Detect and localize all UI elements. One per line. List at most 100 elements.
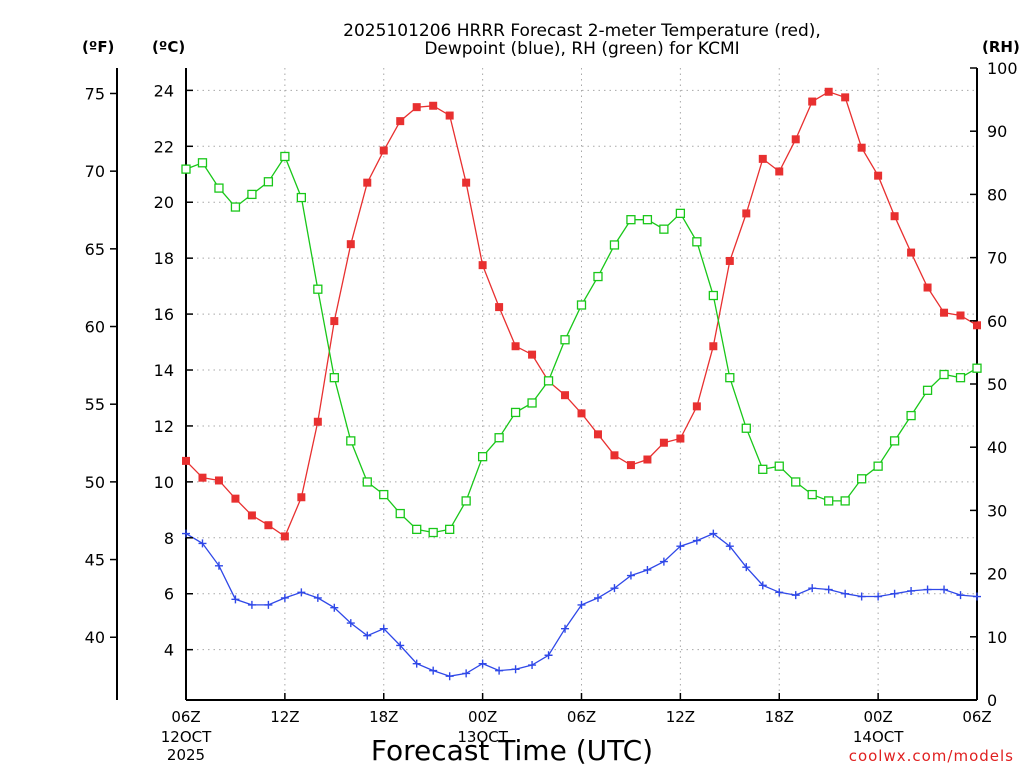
point-relative-humidity-10 — [346, 436, 356, 446]
x-tick-label-42h: 00Z — [863, 708, 892, 726]
point-2-meter-temperature-4 — [247, 511, 256, 520]
celsius-tick-label-24: 24 — [154, 81, 174, 100]
point-2-meter-temperature-17 — [462, 178, 471, 187]
x-tick-label-36h: 18Z — [765, 708, 794, 726]
point-relative-humidity-12 — [379, 489, 389, 500]
x-year-label-0h: 2025 — [167, 746, 205, 764]
point-dewpoint-21 — [528, 661, 537, 670]
point-2-meter-temperature-35 — [758, 154, 767, 163]
x-tick-label-12h: 18Z — [369, 708, 398, 726]
point-dewpoint-31 — [692, 536, 701, 545]
point-dewpoint-26 — [610, 584, 619, 593]
point-relative-humidity-48 — [972, 363, 982, 373]
point-2-meter-temperature-39 — [824, 87, 833, 96]
fahrenheit-tick-label-70: 70 — [85, 162, 105, 181]
point-dewpoint-48 — [973, 592, 981, 601]
point-dewpoint-14 — [412, 659, 421, 668]
rh-tick-label-50: 50 — [987, 375, 1007, 394]
point-relative-humidity-2 — [214, 183, 224, 193]
point-relative-humidity-19 — [494, 433, 504, 443]
rh-tick-label-20: 20 — [987, 565, 1007, 584]
point-dewpoint-8 — [313, 593, 322, 602]
point-relative-humidity-20 — [510, 407, 521, 418]
point-2-meter-temperature-38 — [808, 97, 817, 106]
point-2-meter-temperature-26 — [610, 451, 619, 460]
point-dewpoint-10 — [346, 619, 355, 628]
point-dewpoint-23 — [561, 624, 570, 633]
celsius-tick-label-16: 16 — [154, 305, 174, 324]
celsius-tick-label-18: 18 — [154, 249, 174, 268]
point-dewpoint-1 — [198, 539, 207, 548]
point-2-meter-temperature-13 — [396, 117, 405, 126]
point-relative-humidity-39 — [824, 496, 834, 506]
point-2-meter-temperature-6 — [280, 532, 289, 541]
point-dewpoint-25 — [593, 593, 602, 602]
point-relative-humidity-36 — [774, 461, 784, 471]
point-relative-humidity-47 — [955, 373, 966, 383]
point-2-meter-temperature-23 — [561, 391, 570, 400]
point-2-meter-temperature-25 — [593, 430, 602, 439]
celsius-tick-label-6: 6 — [164, 585, 174, 604]
chart-title-line-2: Dewpoint (blue), RH (green) for KCMI — [424, 39, 739, 59]
point-2-meter-temperature-41 — [857, 143, 866, 152]
tick-layer: 4 6 8 10 12 14 16 18 20 22 24 40 45 50 55 60 65 70 75 0 10 20… — [85, 59, 1018, 764]
point-dewpoint-6 — [280, 593, 289, 602]
point-dewpoint-30 — [676, 542, 685, 551]
x-date-label-0h: 12OCT — [161, 728, 212, 746]
celsius-tick-label-4: 4 — [164, 641, 174, 660]
point-relative-humidity-0 — [181, 164, 191, 174]
point-relative-humidity-7 — [296, 192, 307, 203]
point-relative-humidity-31 — [692, 237, 702, 247]
point-relative-humidity-42 — [873, 461, 883, 471]
point-dewpoint-24 — [577, 600, 586, 609]
point-relative-humidity-35 — [758, 464, 768, 474]
point-relative-humidity-41 — [856, 474, 867, 484]
fahrenheit-tick-label-45: 45 — [85, 551, 105, 570]
point-relative-humidity-32 — [708, 290, 718, 301]
point-2-meter-temperature-48 — [973, 321, 981, 330]
point-2-meter-temperature-7 — [297, 493, 306, 502]
fahrenheit-tick-label-60: 60 — [85, 318, 105, 337]
point-dewpoint-13 — [396, 641, 405, 650]
celsius-tick-label-8: 8 — [164, 529, 174, 548]
point-relative-humidity-1 — [197, 158, 208, 168]
point-relative-humidity-37 — [791, 477, 801, 487]
series-2-meter-temperature — [182, 87, 981, 541]
x-date-label-18h: 13OCT — [457, 728, 508, 746]
point-relative-humidity-18 — [477, 452, 488, 462]
rh-tick-label-60: 60 — [987, 312, 1007, 331]
point-relative-humidity-28 — [642, 215, 653, 225]
point-relative-humidity-22 — [543, 376, 554, 386]
celsius-unit-label: (ºC) — [152, 38, 185, 56]
celsius-tick-label-14: 14 — [154, 361, 174, 380]
point-2-meter-temperature-30 — [676, 434, 685, 443]
point-2-meter-temperature-36 — [775, 167, 784, 176]
point-2-meter-temperature-44 — [907, 248, 916, 257]
point-2-meter-temperature-27 — [626, 461, 635, 470]
point-2-meter-temperature-18 — [478, 261, 487, 270]
fahrenheit-tick-label-55: 55 — [85, 395, 105, 414]
point-dewpoint-33 — [725, 542, 734, 551]
point-dewpoint-42 — [874, 592, 883, 601]
point-2-meter-temperature-0 — [182, 456, 190, 465]
point-relative-humidity-40 — [840, 496, 850, 506]
point-relative-humidity-34 — [741, 423, 751, 433]
point-dewpoint-45 — [923, 585, 932, 594]
point-dewpoint-15 — [429, 666, 438, 675]
point-dewpoint-3 — [231, 595, 240, 604]
point-dewpoint-29 — [659, 557, 668, 566]
point-2-meter-temperature-11 — [363, 178, 372, 187]
point-relative-humidity-14 — [412, 524, 422, 535]
point-relative-humidity-8 — [313, 284, 323, 294]
point-relative-humidity-15 — [428, 527, 438, 538]
point-2-meter-temperature-10 — [346, 240, 355, 249]
point-dewpoint-40 — [841, 589, 850, 598]
point-dewpoint-27 — [626, 571, 635, 580]
point-relative-humidity-9 — [329, 373, 339, 383]
fahrenheit-tick-label-65: 65 — [85, 240, 105, 259]
fahrenheit-tick-label-40: 40 — [85, 628, 105, 647]
x-tick-label-0h: 06Z — [171, 708, 200, 726]
fahrenheit-unit-label: (ºF) — [82, 38, 114, 56]
point-relative-humidity-29 — [659, 224, 669, 234]
